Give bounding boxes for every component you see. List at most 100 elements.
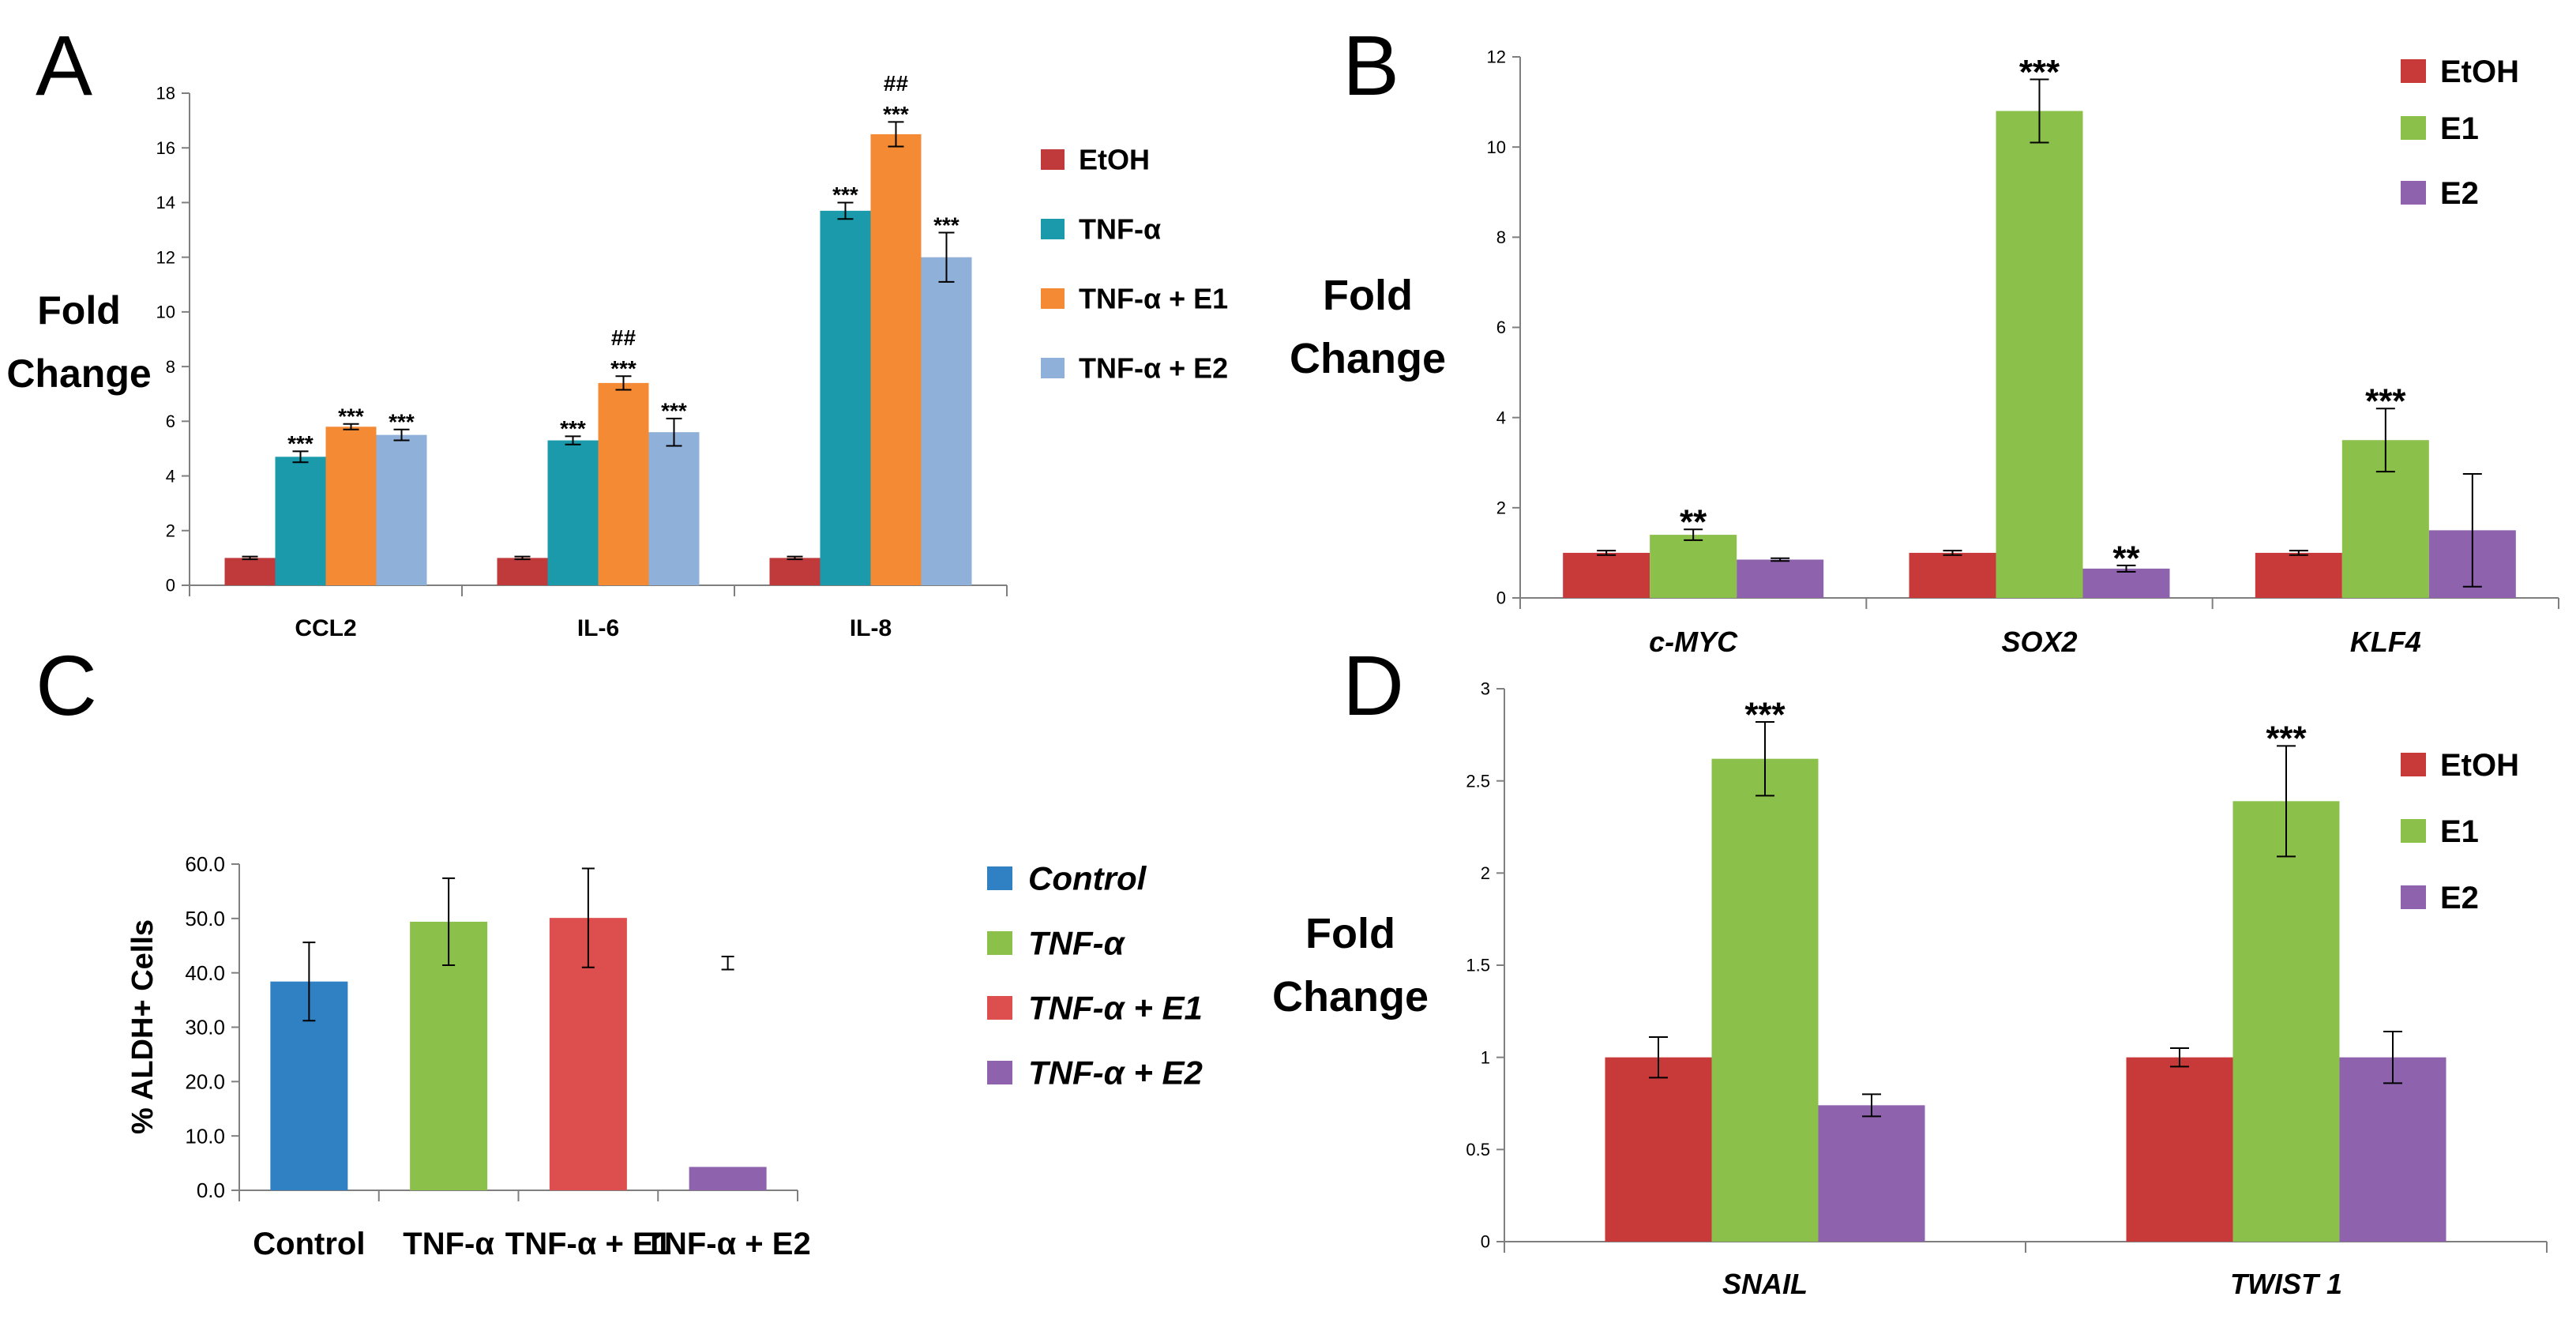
panel-a-significance-label: *** xyxy=(661,399,687,423)
panel-a-bar-etoh-0 xyxy=(224,558,276,585)
panel-c-y-tick-label: 40.0 xyxy=(185,961,225,985)
panel-b-category-label: KLF4 xyxy=(2350,626,2421,658)
panel-c-legend-swatch xyxy=(987,1061,1012,1084)
panel-a-category-label: IL-8 xyxy=(850,615,892,641)
panel-a-legend-swatch xyxy=(1041,358,1065,378)
panel-b-bar-e1-0 xyxy=(1650,535,1737,598)
panel-d-y-tick-label: 1 xyxy=(1481,1047,1490,1067)
panel-d-y-tick-label: 1.5 xyxy=(1466,956,1490,975)
panel-b-bar-e2-0 xyxy=(1737,559,1824,598)
panel-d-legend-label: E1 xyxy=(2440,814,2479,849)
panel-d-bar-etoh-1 xyxy=(2126,1057,2233,1242)
panel-a-y-tick-label: 18 xyxy=(156,84,175,103)
panel-d-y-tick-label: 0 xyxy=(1481,1232,1490,1252)
panel-b-legend-swatch xyxy=(2401,59,2426,83)
panel-a-significance-label: *** xyxy=(338,404,364,429)
panel-c-y-tick-label: 20.0 xyxy=(185,1069,225,1093)
panel-d-y-axis-title: Fold xyxy=(1305,910,1395,957)
panel-a-y-axis-title: Fold xyxy=(37,288,121,333)
panel-d-y-tick-label: 3 xyxy=(1481,679,1490,699)
panel-a-significance-label: *** xyxy=(883,102,909,126)
panel-c-legend-label: Control xyxy=(1028,860,1147,897)
panel-c-y-tick-label: 0.0 xyxy=(197,1178,225,1202)
panel-c-legend-swatch xyxy=(987,931,1012,955)
panel-a-bar-tnf-e1-2 xyxy=(870,133,922,585)
panel-c-legend-swatch xyxy=(987,866,1012,890)
panel-b-bar-e1-1 xyxy=(1996,111,2083,598)
panel-d-legend-label: EtOH xyxy=(2440,748,2519,783)
panel-a-bar-tnf-e1-1 xyxy=(598,382,649,585)
panel-d-significance-label: *** xyxy=(1744,695,1786,734)
panel-d-category-label: SNAIL xyxy=(1722,1268,1808,1300)
panel-a-bar-tnf-e1-0 xyxy=(325,427,377,585)
panel-a-legend-label: TNF-α xyxy=(1079,213,1161,246)
panel-d-bar-e1-0 xyxy=(1711,758,1819,1242)
panel-a-legend-label: EtOH xyxy=(1079,144,1150,176)
panel-d-bar-e1-1 xyxy=(2232,801,2340,1242)
panel-a-y-tick-label: 14 xyxy=(156,193,175,212)
panel-b-legend-swatch xyxy=(2401,116,2426,140)
panel-c-y-axis-title: % ALDH+ Cells xyxy=(126,919,160,1134)
panel-d-y-tick-label: 2.5 xyxy=(1466,771,1490,791)
panel-a-legend-swatch xyxy=(1041,288,1065,309)
panel-c-category-label: Control xyxy=(253,1227,365,1261)
panel-c-legend-label: TNF-α + E2 xyxy=(1028,1054,1203,1092)
panel-a-significance-label: *** xyxy=(933,212,959,237)
panel-b-legend-label: EtOH xyxy=(2440,54,2519,89)
panel-b-bar-etoh-2 xyxy=(2255,552,2342,598)
panel-b-legend-label: E1 xyxy=(2440,111,2479,146)
panel-b-significance-label: ** xyxy=(2112,539,2140,577)
panel-b-y-tick-label: 2 xyxy=(1496,498,1506,518)
panel-c-chart: 0.0 10.0 20.0 30.0 40.0 50.0 60.0 Control TNF-α T… xyxy=(126,852,1203,1261)
panel-d-y-axis-title: Change xyxy=(1272,973,1429,1020)
panel-c-category-label: TNF-α + E1 xyxy=(505,1227,671,1261)
panel-d-legend-swatch xyxy=(2401,753,2426,776)
panel-a-bar-tnf--2 xyxy=(820,210,871,585)
panel-d-bar-e2-1 xyxy=(2339,1057,2446,1242)
panel-d-bar-etoh-0 xyxy=(1605,1057,1712,1242)
panel-a-y-tick-label: 2 xyxy=(166,521,175,540)
panel-b-significance-label: ** xyxy=(1680,503,1707,542)
panel-a-y-tick-label: 12 xyxy=(156,247,175,267)
panel-d-legend-swatch xyxy=(2401,885,2426,909)
panel-a-y-tick-label: 8 xyxy=(166,357,175,377)
panel-b-bar-etoh-1 xyxy=(1909,552,1996,598)
panel-b-chart: 024681012c-MYC**SOX2*****KLF4***FoldChan… xyxy=(1290,47,2559,658)
panel-a-bar-tnf-e2-1 xyxy=(648,432,700,585)
panel-b-y-tick-label: 4 xyxy=(1496,408,1506,427)
panel-a-y-tick-label: 10 xyxy=(156,303,175,322)
panel-a-y-axis-title: Change xyxy=(6,351,151,396)
panel-b-category-label: c-MYC xyxy=(1649,626,1738,658)
panel-b-y-axis-title: Change xyxy=(1290,335,1446,382)
panel-a-significance-label: ## xyxy=(884,71,909,96)
panel-c-legend-swatch xyxy=(987,996,1012,1020)
panel-b-category-label: SOX2 xyxy=(2001,626,2077,658)
panel-label-a: A xyxy=(36,17,92,113)
panel-b-y-tick-label: 12 xyxy=(1487,47,1506,67)
panel-a-bar-tnf--0 xyxy=(275,457,326,585)
panel-label-d: D xyxy=(1342,637,1404,733)
panel-d-category-label: TWIST 1 xyxy=(2230,1268,2342,1300)
panel-d-chart: 0 0.5 1 1.5 2 2.5 3 SNAIL *** TWIST 1 *** Fold Chang… xyxy=(1272,679,2548,1300)
panel-a-bar-tnf-e2-0 xyxy=(376,434,427,585)
panel-d-legend-label: E2 xyxy=(2440,881,2479,915)
panel-a-y-tick-label: 6 xyxy=(166,412,175,431)
panel-a-significance-label: *** xyxy=(610,356,636,381)
panel-b-significance-label: *** xyxy=(2365,382,2406,421)
panel-b-legend-label: E2 xyxy=(2440,176,2479,211)
panel-c-y-tick-label: 60.0 xyxy=(185,852,225,876)
panel-b-y-tick-label: 10 xyxy=(1487,137,1506,157)
panel-a-category-label: CCL2 xyxy=(295,615,356,641)
panel-a-y-tick-label: 4 xyxy=(166,466,175,486)
panel-b-y-axis-title: Fold xyxy=(1323,272,1413,319)
panel-label-b: B xyxy=(1342,17,1399,113)
panel-label-c: C xyxy=(36,637,97,733)
panel-a-significance-label: *** xyxy=(287,431,314,456)
panel-d-significance-label: *** xyxy=(2266,720,2307,758)
panel-a-bar-tnf-e2-2 xyxy=(921,257,972,585)
panel-c-legend-label: TNF-α xyxy=(1028,925,1126,962)
panel-c-bar-1 xyxy=(410,921,488,1190)
panel-d-legend-swatch xyxy=(2401,819,2426,843)
panel-b-y-tick-label: 0 xyxy=(1496,588,1506,608)
